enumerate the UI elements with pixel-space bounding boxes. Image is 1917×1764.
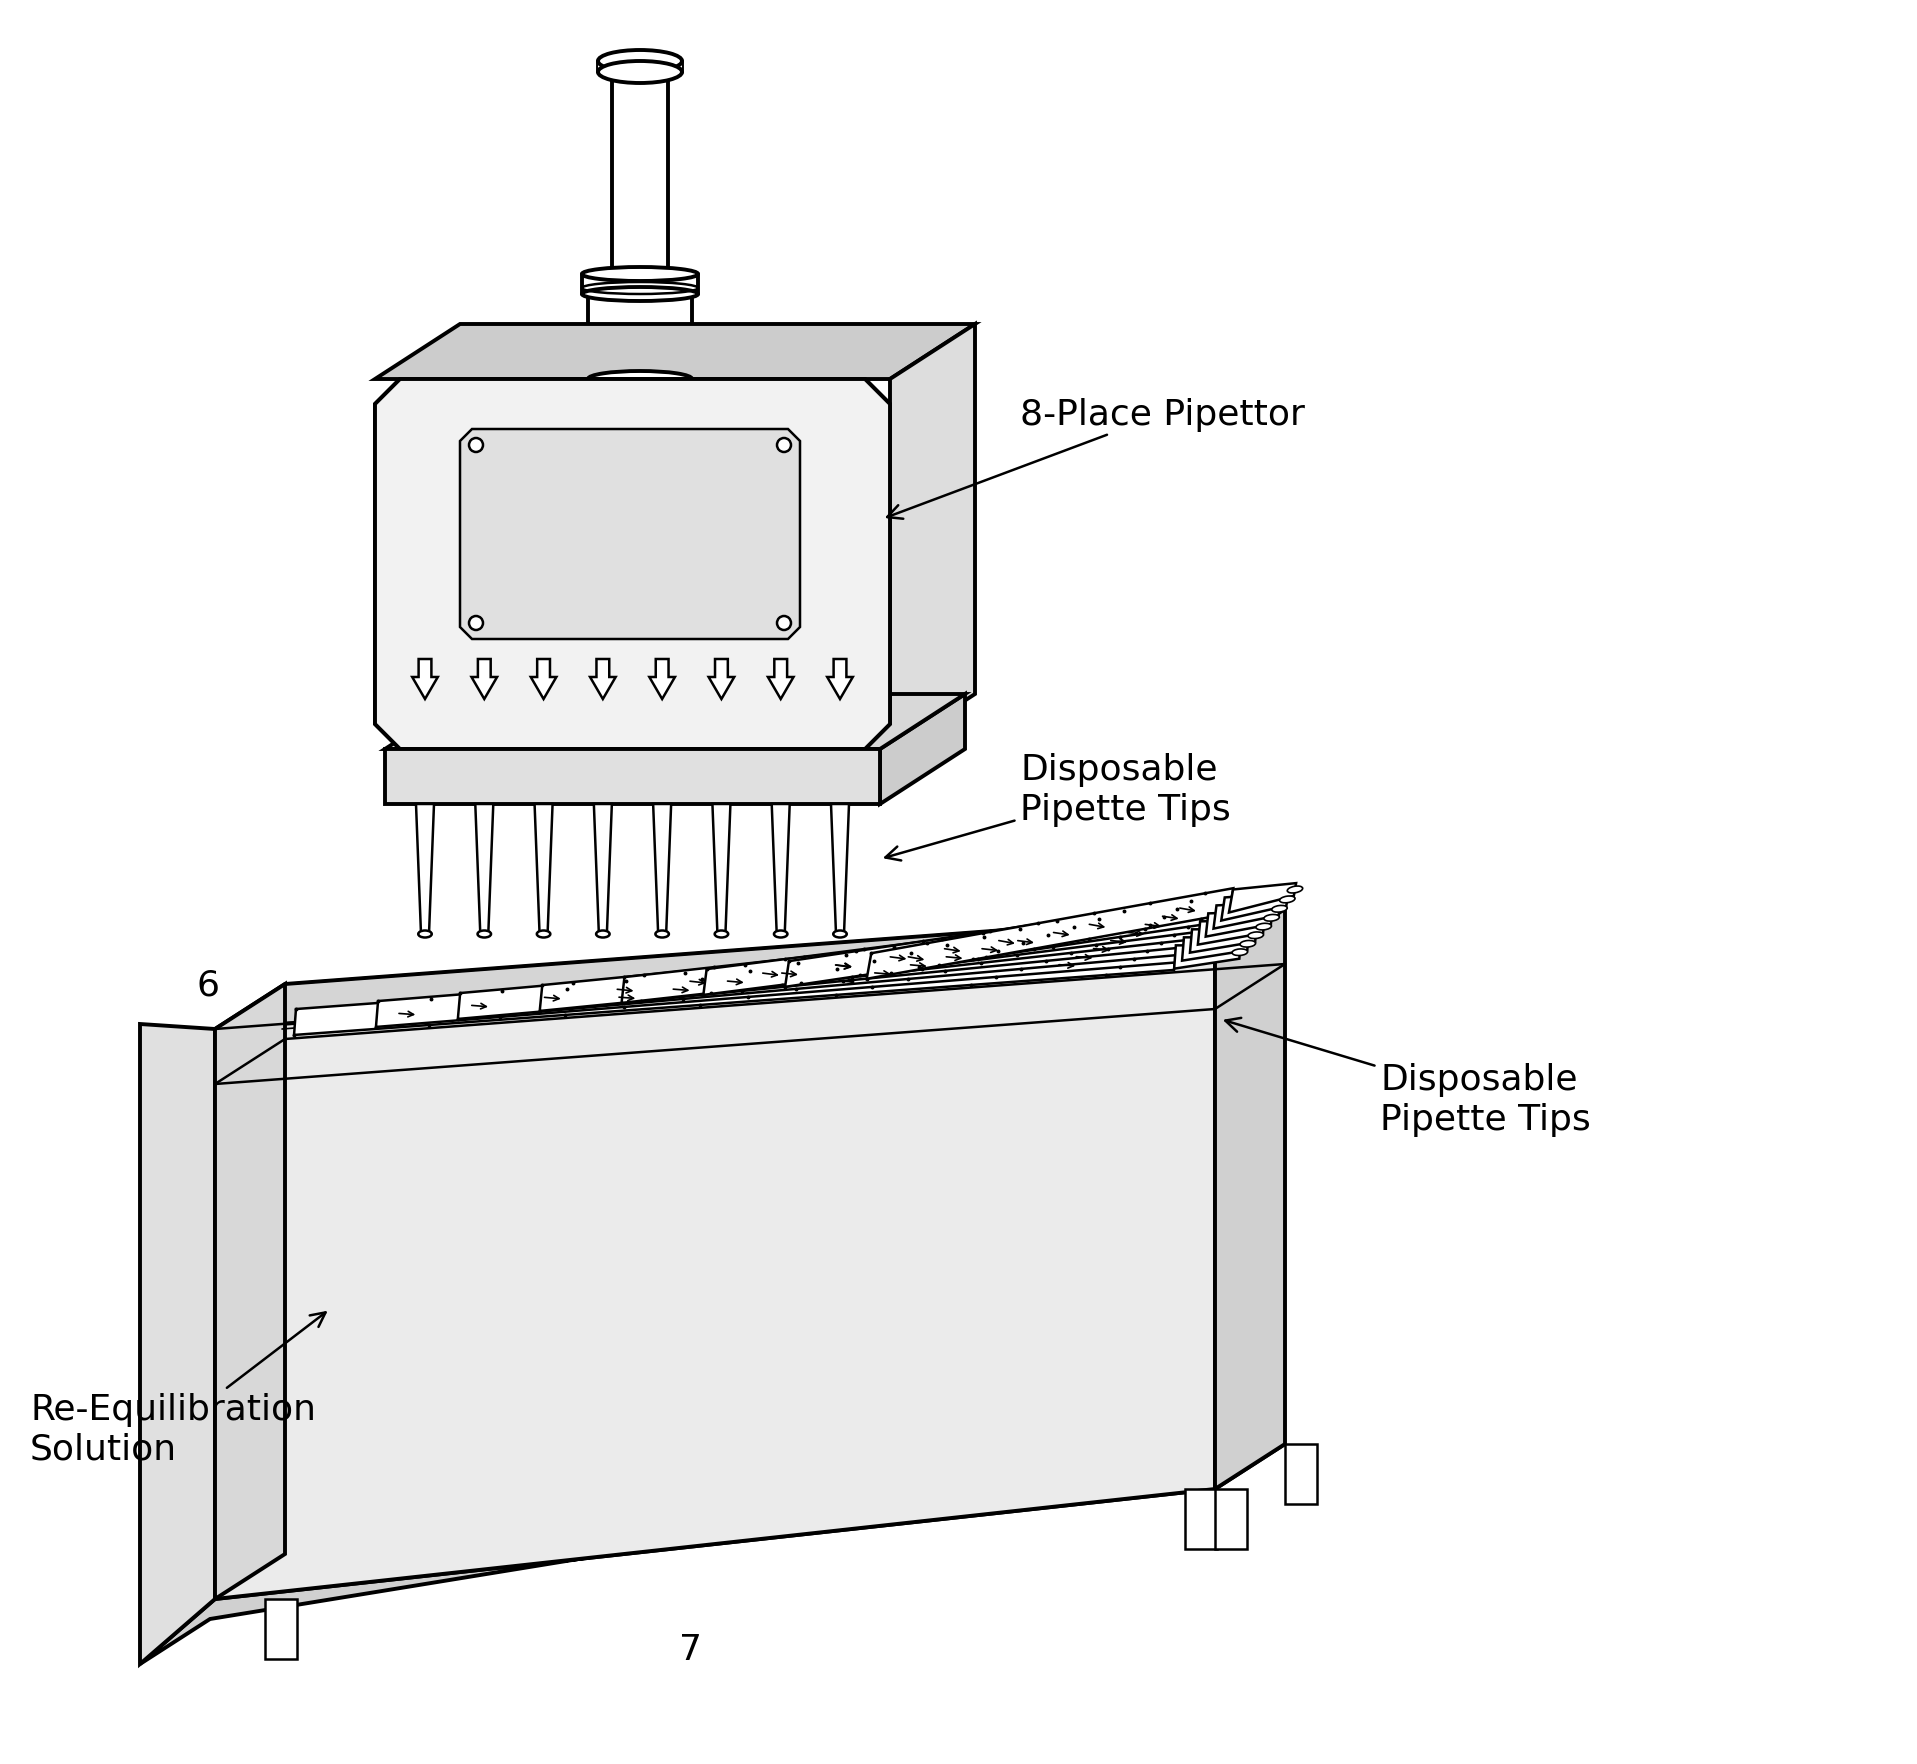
Polygon shape [769,660,794,700]
Ellipse shape [598,62,682,85]
Polygon shape [293,944,1175,1035]
Ellipse shape [1248,933,1263,938]
Ellipse shape [1256,924,1271,930]
Polygon shape [376,379,889,750]
Ellipse shape [834,931,847,938]
Polygon shape [416,804,433,935]
Ellipse shape [598,51,682,72]
Ellipse shape [1240,940,1256,947]
Polygon shape [265,1600,297,1660]
Ellipse shape [596,931,610,938]
Polygon shape [1198,921,1265,946]
Polygon shape [376,937,1185,1027]
Polygon shape [376,379,889,750]
Ellipse shape [774,931,788,938]
Ellipse shape [1233,949,1248,956]
Polygon shape [140,1445,1284,1663]
Polygon shape [1229,884,1296,914]
Polygon shape [215,910,1284,1030]
Polygon shape [704,905,1217,995]
Ellipse shape [1263,916,1279,921]
Polygon shape [541,921,1200,1011]
Ellipse shape [1271,907,1286,912]
Polygon shape [880,695,964,804]
Polygon shape [594,804,612,935]
Polygon shape [140,1025,215,1663]
Polygon shape [385,750,880,804]
Polygon shape [650,660,675,700]
Polygon shape [589,295,692,379]
Ellipse shape [776,617,792,632]
Polygon shape [385,695,964,750]
Polygon shape [412,660,437,700]
Polygon shape [1185,1489,1217,1549]
Polygon shape [1173,946,1240,968]
Polygon shape [215,984,286,1600]
Polygon shape [1183,938,1248,961]
Ellipse shape [418,931,431,938]
Polygon shape [590,660,615,700]
Text: Re-Equilibration
Solution: Re-Equilibration Solution [31,1312,326,1466]
Text: 7: 7 [679,1632,702,1665]
Polygon shape [889,325,976,750]
Polygon shape [773,804,790,935]
Ellipse shape [537,931,550,938]
Text: Disposable
Pipette Tips: Disposable Pipette Tips [886,753,1231,861]
Polygon shape [612,72,667,275]
Polygon shape [654,804,671,935]
Ellipse shape [583,268,698,282]
Polygon shape [583,275,698,295]
Ellipse shape [1279,896,1296,903]
Polygon shape [460,430,799,640]
Text: 6: 6 [197,967,220,1002]
Polygon shape [1284,1445,1317,1505]
Polygon shape [713,804,730,935]
Ellipse shape [589,372,692,388]
Polygon shape [1221,894,1288,921]
Polygon shape [376,325,976,379]
Ellipse shape [612,268,667,280]
Text: Disposable
Pipette Tips: Disposable Pipette Tips [1225,1018,1591,1136]
Polygon shape [1190,930,1256,953]
Ellipse shape [470,439,483,453]
Polygon shape [786,896,1225,988]
Polygon shape [1215,1489,1246,1549]
Polygon shape [828,660,853,700]
Polygon shape [866,889,1233,979]
Polygon shape [709,660,734,700]
Polygon shape [830,804,849,935]
Polygon shape [1215,910,1284,1489]
Polygon shape [472,660,497,700]
Ellipse shape [715,931,728,938]
Polygon shape [598,62,682,72]
Ellipse shape [776,439,792,453]
Polygon shape [535,804,552,935]
Polygon shape [1213,903,1281,930]
Ellipse shape [583,288,698,302]
Polygon shape [531,660,556,700]
Ellipse shape [477,931,491,938]
Polygon shape [475,804,493,935]
Text: 8-Place Pipettor: 8-Place Pipettor [888,397,1305,519]
Polygon shape [1206,912,1273,937]
Ellipse shape [656,931,669,938]
Polygon shape [458,928,1192,1020]
Polygon shape [621,912,1208,1004]
Ellipse shape [1288,887,1304,894]
Polygon shape [215,954,1215,1600]
Ellipse shape [470,617,483,632]
